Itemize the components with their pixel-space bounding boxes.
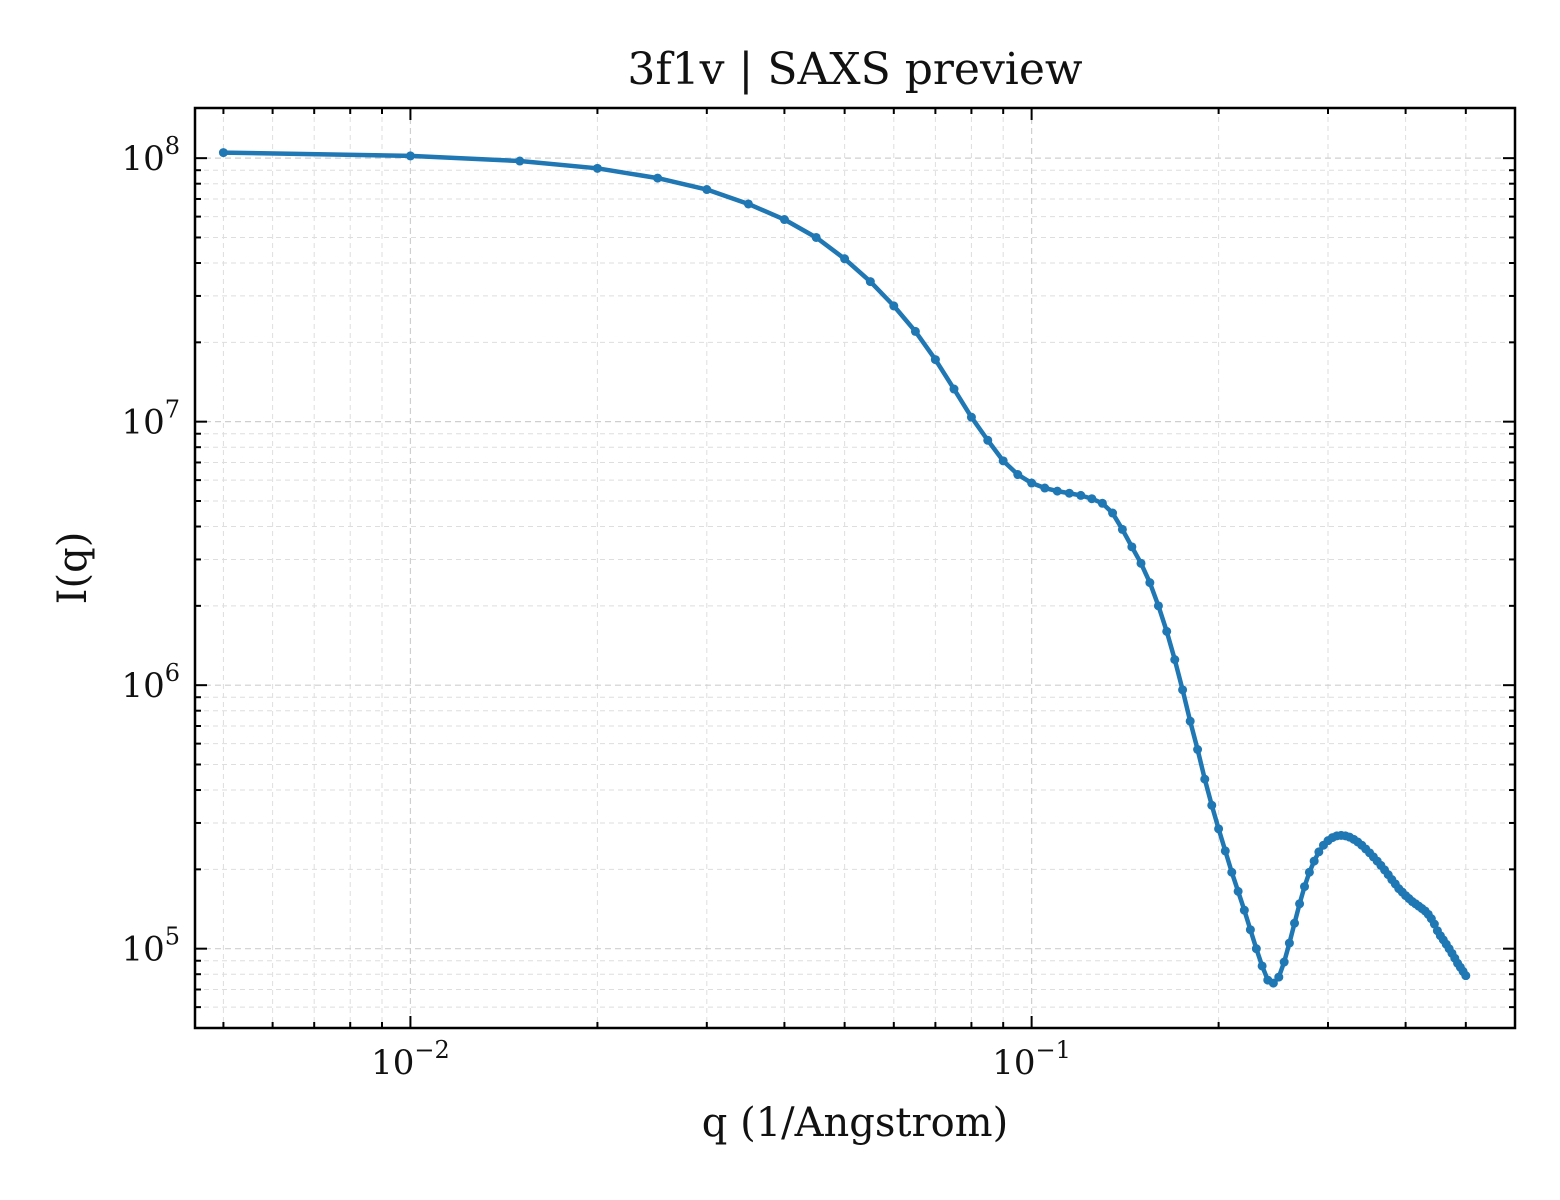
data-point xyxy=(1153,601,1163,611)
data-point xyxy=(840,254,850,264)
y-tick-label: 105 xyxy=(121,923,180,970)
data-point xyxy=(1295,899,1305,909)
data-point xyxy=(889,301,899,311)
plot-frame xyxy=(193,106,1517,1030)
data-point xyxy=(405,151,415,161)
data-point xyxy=(1233,886,1243,896)
data-point xyxy=(1279,957,1289,967)
data-point xyxy=(930,355,940,365)
data-point xyxy=(1257,961,1267,971)
chart-title: 3f1v | SAXS preview xyxy=(627,44,1083,95)
data-point xyxy=(1245,925,1255,935)
y-axis-label: I(q) xyxy=(50,532,96,605)
data-point xyxy=(1040,483,1050,493)
data-point xyxy=(1097,498,1107,508)
data-point xyxy=(1461,971,1471,981)
x-axis-label: q (1/Angstrom) xyxy=(702,1100,1008,1146)
data-point xyxy=(1145,578,1155,588)
data-point xyxy=(1309,856,1319,866)
data-point xyxy=(966,412,976,422)
data-point xyxy=(1304,867,1314,877)
data-point xyxy=(1220,846,1230,856)
x-tick-labels: 10−2 10−1 xyxy=(371,1036,1071,1083)
data-point xyxy=(1052,486,1062,496)
data-point xyxy=(779,215,789,225)
data-point xyxy=(1300,882,1310,892)
data-point xyxy=(592,163,602,173)
data-point xyxy=(1127,542,1137,552)
data-point xyxy=(1268,978,1278,988)
data-point xyxy=(743,199,753,209)
data-point xyxy=(1108,508,1118,518)
data-point xyxy=(702,185,712,195)
data-point xyxy=(1117,524,1127,534)
data-point xyxy=(1290,918,1300,928)
data-point xyxy=(811,232,821,242)
data-point xyxy=(1076,490,1086,500)
data-point xyxy=(998,456,1008,466)
data-series xyxy=(218,148,1471,988)
data-point xyxy=(218,148,228,158)
data-point xyxy=(1087,494,1097,504)
data-point xyxy=(1170,655,1180,665)
data-point xyxy=(1314,847,1324,857)
axis-ticks xyxy=(195,108,1515,1029)
data-point xyxy=(1185,716,1195,726)
data-point xyxy=(1274,972,1284,982)
data-point xyxy=(1178,685,1188,695)
data-point xyxy=(1207,800,1217,810)
data-point xyxy=(1284,938,1294,948)
x-tick-label: 10−2 xyxy=(371,1036,450,1083)
data-point xyxy=(949,384,959,394)
data-point xyxy=(910,326,920,336)
data-point xyxy=(983,435,993,445)
data-point xyxy=(1136,558,1146,568)
y-tick-labels: 105 106 107 108 xyxy=(121,132,180,970)
y-tick-label: 106 xyxy=(121,659,180,706)
data-point xyxy=(1227,867,1237,877)
data-point xyxy=(1251,944,1261,954)
data-point xyxy=(1162,626,1172,636)
data-point xyxy=(1027,478,1037,488)
data-point xyxy=(1214,824,1224,834)
y-tick-label: 107 xyxy=(121,396,180,443)
data-point xyxy=(515,156,525,166)
y-tick-label: 108 xyxy=(121,132,180,179)
data-point xyxy=(1239,905,1249,915)
data-point xyxy=(1200,774,1210,784)
data-point xyxy=(1064,488,1074,498)
x-tick-label: 10−1 xyxy=(992,1036,1071,1083)
data-point xyxy=(1193,745,1203,754)
data-point xyxy=(653,173,663,183)
data-point xyxy=(1013,470,1023,480)
data-point xyxy=(865,277,875,287)
